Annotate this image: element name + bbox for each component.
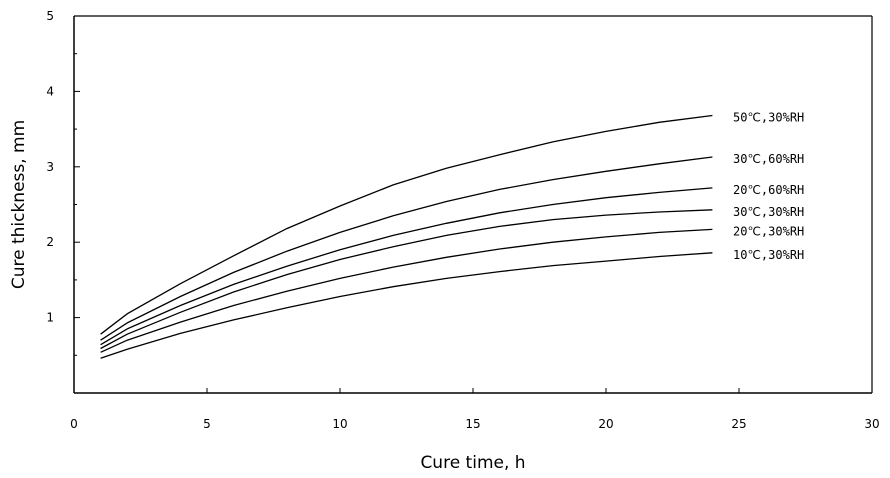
series-label: 30℃,30%RH <box>733 205 804 219</box>
series-line <box>100 209 713 350</box>
series-label: 30℃,60%RH <box>733 152 804 166</box>
x-tick-label: 30 <box>864 417 879 431</box>
series-line <box>100 187 713 346</box>
x-tick-label: 25 <box>731 417 746 431</box>
series-labels: 50℃,30%RH 30℃,60%RH 20℃,60%RH 30℃,30%RH 20℃,… <box>733 111 804 262</box>
y-tick-label: 4 <box>46 84 54 98</box>
x-tick-label: 10 <box>332 417 347 431</box>
series-label: 50℃,30%RH <box>733 111 804 125</box>
series-label: 20℃,60%RH <box>733 183 804 197</box>
x-tick-label: 15 <box>465 417 480 431</box>
ticks: 0 5 10 15 20 25 30 1 2 3 4 5 <box>46 9 879 431</box>
series-line <box>100 156 713 341</box>
series-label: 20℃,30%RH <box>733 224 804 238</box>
y-tick-label: 2 <box>46 235 54 249</box>
series-label: 10℃,30%RH <box>733 248 804 262</box>
x-tick-label: 20 <box>598 417 613 431</box>
x-tick-label: 5 <box>203 417 211 431</box>
series-line <box>100 114 713 335</box>
series-lines <box>100 114 713 359</box>
y-axis-title: Cure thickness, mm <box>9 120 29 289</box>
y-tick-label: 3 <box>46 160 54 174</box>
x-axis-title: Cure time, h <box>420 453 525 473</box>
series-line <box>100 228 713 353</box>
y-tick-label: 1 <box>46 311 54 325</box>
y-tick-label: 5 <box>46 9 54 23</box>
series-line <box>100 252 713 359</box>
x-tick-label: 0 <box>70 417 78 431</box>
